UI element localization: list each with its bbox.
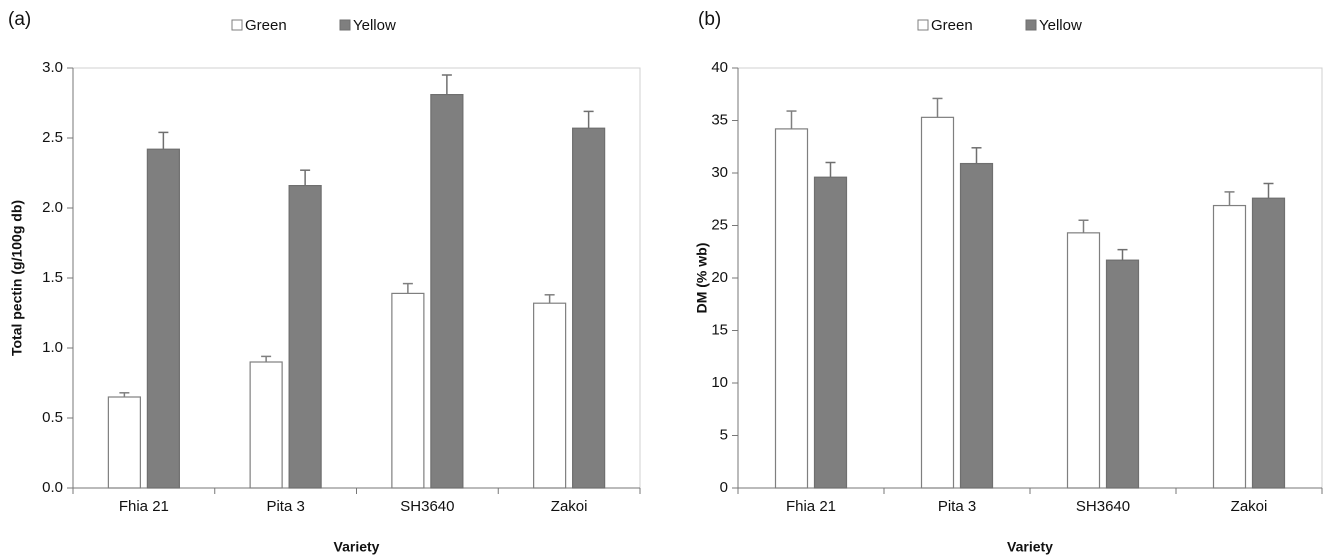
x-tick-label: Pita 3 [938, 498, 976, 515]
y-tick-label: 30 [711, 164, 728, 181]
bar [813, 176, 848, 489]
x-tick-label: Pita 3 [266, 498, 304, 515]
x-tick-label: Fhia 21 [119, 498, 169, 515]
y-tick-label: 25 [711, 216, 728, 233]
legend-label: Yellow [1039, 17, 1082, 34]
x-tick-label: SH3640 [400, 498, 454, 515]
legend-label: Green [245, 17, 287, 34]
y-tick-label: 2.0 [42, 199, 63, 216]
y-tick-label: 40 [711, 59, 728, 76]
x-axis-title: Variety [1007, 539, 1053, 555]
bar [1212, 204, 1247, 489]
y-axis-title: DM (% wb) [694, 243, 710, 314]
y-tick-label: 20 [711, 269, 728, 286]
legend-swatch [231, 19, 243, 31]
bar [430, 93, 464, 489]
y-tick-label: 10 [711, 374, 728, 391]
x-tick-label: SH3640 [1076, 498, 1130, 515]
y-tick-label: 0.5 [42, 409, 63, 426]
y-tick-label: 5 [720, 426, 728, 443]
legend-swatch [1025, 19, 1037, 31]
bar [959, 162, 994, 489]
y-tick-label: 1.0 [42, 339, 63, 356]
y-tick-label: 2.5 [42, 129, 63, 146]
y-axis-title: Total pectin (g/100g db) [9, 200, 25, 356]
x-axis-title: Variety [334, 539, 380, 555]
y-tick-label: 15 [711, 321, 728, 338]
x-tick-label: Zakoi [551, 498, 588, 515]
panel-label: (a) [8, 9, 31, 30]
bar [391, 292, 425, 489]
y-tick-label: 0.0 [42, 479, 63, 496]
bar [288, 185, 322, 489]
legend-label: Green [931, 17, 973, 34]
bar [1105, 259, 1140, 489]
y-tick-label: 3.0 [42, 59, 63, 76]
y-tick-label: 35 [711, 111, 728, 128]
x-tick-label: Fhia 21 [786, 498, 836, 515]
y-tick-label: 0 [720, 479, 728, 496]
bar [572, 127, 606, 489]
legend-swatch [917, 19, 929, 31]
bar [1251, 197, 1286, 489]
bar [249, 361, 283, 489]
bar [1066, 232, 1101, 489]
legend-swatch [339, 19, 351, 31]
legend-label: Yellow [353, 17, 396, 34]
y-tick-label: 1.5 [42, 269, 63, 286]
bar [533, 302, 567, 489]
bar [920, 116, 955, 489]
x-tick-label: Zakoi [1231, 498, 1268, 515]
bar [146, 148, 180, 489]
bar [107, 396, 141, 489]
bar [774, 128, 809, 489]
panel-label: (b) [698, 9, 721, 30]
